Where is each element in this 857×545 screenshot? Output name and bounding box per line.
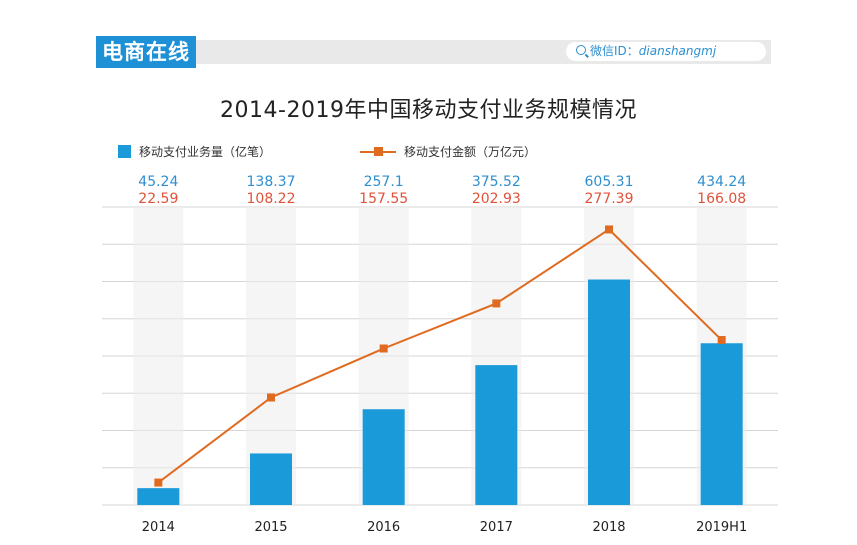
- data-label-amount: 157.55: [359, 191, 408, 207]
- data-label-volume: 138.37: [247, 174, 296, 190]
- line-point: [379, 344, 388, 353]
- bar: [250, 453, 292, 505]
- data-label-volume: 45.24: [138, 174, 178, 190]
- x-tick-label: 2016: [367, 520, 400, 535]
- wechat-id: dianshangmj: [638, 44, 717, 58]
- bar: [362, 409, 405, 505]
- legend-swatch-amount: [360, 145, 396, 158]
- line-point: [154, 478, 163, 487]
- column-band: [133, 207, 184, 505]
- search-icon: [576, 45, 586, 55]
- line-point: [605, 225, 613, 234]
- bar: [588, 279, 630, 505]
- bar: [475, 365, 518, 505]
- line-point: [717, 336, 726, 345]
- chart-title: 2014-2019年中国移动支付业务规模情况: [220, 98, 637, 123]
- x-tick-label: 2018: [592, 520, 625, 535]
- data-label-volume: 605.31: [585, 174, 634, 190]
- data-label-volume: 375.52: [472, 174, 521, 190]
- data-label-amount: 108.22: [247, 191, 296, 207]
- x-tick-label: 2014: [142, 520, 175, 535]
- legend-label-volume: 移动支付业务量（亿笔）: [139, 145, 272, 159]
- legend-item-volume: 移动支付业务量（亿笔）: [118, 143, 271, 160]
- legend-label-amount: 移动支付金额（万亿元）: [404, 145, 537, 159]
- data-label-amount: 166.08: [697, 191, 746, 207]
- wechat-id-badge: 微信ID：dianshangmj: [566, 42, 766, 61]
- x-tick-label: 2015: [254, 520, 287, 535]
- line-series: [157, 228, 723, 484]
- data-label-volume: 434.24: [697, 174, 746, 190]
- bar: [700, 343, 743, 505]
- x-tick-label: 2017: [480, 520, 513, 535]
- data-label-amount: 22.59: [138, 191, 178, 207]
- data-label-amount: 202.93: [472, 191, 521, 207]
- data-label-amount: 277.39: [585, 191, 634, 207]
- data-label-volume: 257.1: [364, 174, 404, 190]
- x-tick-label: 2019H1: [696, 520, 747, 535]
- bar: [137, 488, 180, 505]
- line-point: [267, 393, 275, 402]
- brand-logo: 电商在线: [96, 36, 196, 68]
- wechat-label: 微信ID：: [590, 44, 639, 58]
- legend-swatch-volume: [118, 145, 131, 158]
- legend-item-amount: 移动支付金额（万亿元）: [360, 143, 536, 160]
- line-point: [492, 299, 501, 308]
